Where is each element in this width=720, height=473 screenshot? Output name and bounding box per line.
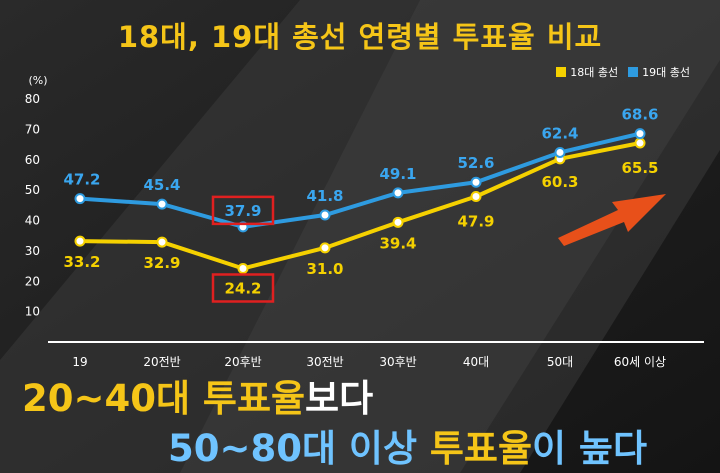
data-label-1: 49.1 (379, 165, 416, 183)
data-point-1 (634, 128, 646, 140)
data-point-0 (470, 191, 482, 203)
legend-item-19: 19대 총선 (628, 64, 690, 80)
x-tick-label: 60세 이상 (614, 355, 666, 369)
background-stripe-light (180, 0, 720, 473)
highlight-box-18 (211, 273, 275, 303)
legend: 18대 총선 19대 총선 (556, 64, 690, 80)
data-point-1 (470, 176, 482, 188)
y-tick-label: 70 (25, 122, 40, 136)
chart-title: 18대, 19대 총선 연령별 투표율 비교 (117, 20, 603, 54)
data-label-1: 52.6 (457, 154, 494, 172)
x-tick-label: 30전반 (306, 355, 343, 369)
data-label-0: 32.9 (143, 254, 180, 272)
x-tick-label: 30후반 (379, 355, 416, 369)
y-tick-label: 10 (25, 305, 40, 319)
y-tick-label: 60 (25, 153, 40, 167)
y-axis-label: (%) (28, 74, 47, 87)
data-label-1: 68.6 (621, 106, 658, 124)
caption-2-end: 이 높다 (532, 427, 648, 470)
y-tick-label: 20 (25, 274, 40, 288)
y-tick-label: 40 (25, 214, 40, 228)
data-label-0: 65.5 (621, 159, 658, 177)
legend-label-19: 19대 총선 (642, 66, 690, 79)
caption-line-2: 50~80대 이상 투표율이 높다 (168, 418, 647, 472)
caption-2-start: 50~80대 이상 (168, 427, 430, 470)
legend-item-18: 18대 총선 (556, 64, 618, 80)
data-label-1: 41.8 (306, 187, 343, 205)
legend-swatch-19 (628, 67, 639, 77)
data-point-0 (74, 235, 86, 247)
data-label-1: 47.2 (63, 171, 100, 189)
data-label-0: 39.4 (379, 234, 416, 252)
caption-2-highlight: 투표율 (429, 427, 532, 470)
data-label-0: 60.3 (541, 173, 578, 191)
caption-1-rest: 보다 (305, 377, 374, 420)
data-label-1: 37.9 (224, 202, 261, 220)
legend-swatch-18 (556, 67, 567, 77)
caption-1-highlight: 20~40대 투표율 (22, 377, 306, 420)
data-label-1: 62.4 (541, 124, 578, 142)
data-point-0 (634, 137, 646, 149)
data-point-1 (74, 193, 86, 205)
data-point-1 (554, 146, 566, 158)
x-tick-label: 20전반 (143, 355, 180, 369)
data-point-0 (156, 236, 168, 248)
data-label-1: 45.4 (143, 176, 180, 194)
y-tick-label: 30 (25, 244, 40, 258)
series-line-0 (78, 141, 642, 271)
trend-arrow-icon (558, 194, 666, 246)
highlight-box-19 (211, 195, 275, 226)
data-point-1 (319, 209, 331, 221)
data-point-0 (319, 242, 331, 254)
data-point-1 (392, 187, 404, 199)
data-point-0 (392, 216, 404, 228)
data-label-0: 31.0 (306, 260, 343, 278)
x-tick-label: 40대 (463, 355, 489, 369)
x-tick-label: 19 (72, 355, 87, 369)
data-label-0: 24.2 (224, 279, 261, 297)
data-point-0 (237, 262, 249, 274)
y-tick-label: 80 (25, 92, 40, 106)
legend-label-18: 18대 총선 (570, 66, 619, 79)
series-line-1 (78, 131, 642, 229)
data-label-0: 47.9 (457, 213, 494, 231)
data-label-0: 33.2 (63, 253, 100, 271)
x-tick-label: 20후반 (224, 355, 261, 369)
y-tick-label: 50 (25, 183, 40, 197)
caption-line-1: 20~40대 투표율보다 (22, 368, 373, 422)
x-tick-label: 50대 (547, 355, 573, 369)
data-point-1 (156, 198, 168, 210)
